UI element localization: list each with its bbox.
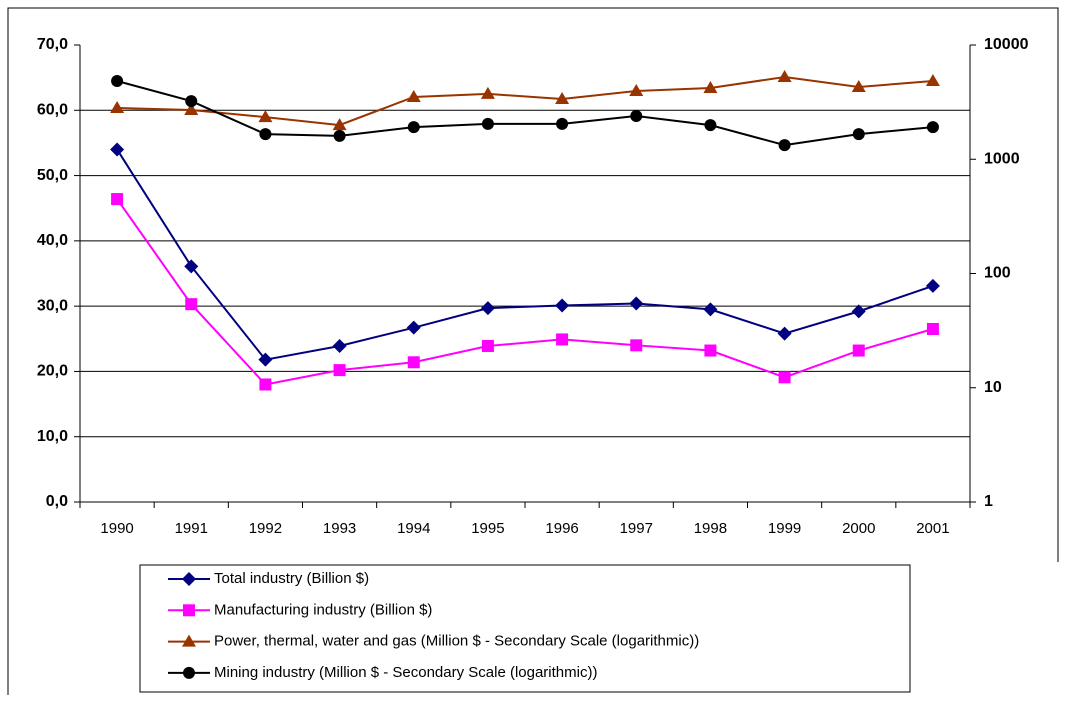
x-tick-label: 2000: [842, 520, 875, 537]
marker: [110, 100, 125, 113]
marker: [925, 74, 940, 87]
marker: [555, 91, 570, 104]
marker: [111, 193, 124, 206]
series-line: [117, 75, 933, 127]
legend-box: [139, 564, 911, 693]
marker: [703, 81, 718, 94]
marker: [480, 301, 495, 316]
marker: [259, 378, 272, 391]
legend-label: Power, thermal, water and gas (Million $…: [214, 633, 699, 650]
chart-border: [7, 7, 1059, 695]
marker: [851, 304, 866, 319]
marker: [258, 352, 273, 367]
x-tick-label: 1993: [323, 520, 356, 537]
marker: [704, 119, 717, 132]
marker: [481, 117, 494, 130]
marker: [333, 129, 346, 142]
marker: [556, 117, 569, 130]
marker: [925, 278, 940, 293]
x-tick-label: 1995: [471, 520, 504, 537]
marker: [629, 296, 644, 311]
series-line: [116, 198, 934, 386]
legend-label: Mining industry (Million $ - Secondary S…: [214, 664, 597, 681]
marker: [110, 142, 125, 157]
legend-label: Total industry (Billion $): [214, 570, 369, 587]
marker: [182, 634, 196, 647]
marker: [407, 121, 420, 134]
y-tick-label: 0,0: [46, 493, 68, 510]
marker: [332, 118, 347, 131]
marker: [407, 356, 420, 369]
y2-tick-label: 100: [984, 265, 1011, 282]
marker: [258, 110, 273, 123]
x-tick-label: 1990: [100, 520, 133, 537]
x-tick-label: 2001: [916, 520, 949, 537]
x-tick-label: 1996: [545, 520, 578, 537]
marker: [926, 322, 939, 335]
marker: [183, 604, 195, 617]
marker: [185, 95, 198, 108]
marker: [480, 86, 495, 99]
x-tick-label: 1998: [694, 520, 727, 537]
marker: [184, 102, 199, 115]
marker: [778, 371, 791, 384]
y-tick-label: 60,0: [37, 102, 68, 119]
y2-tick-label: 1: [984, 493, 993, 510]
marker: [703, 302, 718, 317]
marker: [185, 298, 198, 311]
y2-tick-label: 10000: [984, 36, 1029, 53]
legend-label: Manufacturing industry (Billion $): [214, 601, 432, 618]
y-tick-label: 50,0: [37, 167, 68, 184]
marker: [183, 666, 195, 679]
marker: [182, 572, 196, 586]
marker: [555, 298, 570, 313]
marker: [852, 128, 865, 141]
series-line: [116, 80, 934, 147]
marker: [630, 110, 643, 123]
marker: [778, 139, 791, 152]
marker: [852, 344, 865, 357]
y2-tick-label: 1000: [984, 150, 1020, 167]
marker: [184, 259, 199, 274]
marker: [406, 89, 421, 102]
y-tick-label: 20,0: [37, 363, 68, 380]
y-tick-label: 40,0: [37, 232, 68, 249]
marker: [851, 79, 866, 92]
marker: [556, 333, 569, 346]
x-tick-label: 1999: [768, 520, 801, 537]
marker: [777, 69, 792, 82]
marker: [481, 339, 494, 352]
marker: [332, 338, 347, 353]
x-tick-label: 1992: [249, 520, 282, 537]
marker: [406, 320, 421, 335]
marker: [333, 364, 346, 377]
y-tick-label: 10,0: [37, 428, 68, 445]
x-tick-label: 1997: [620, 520, 653, 537]
marker: [111, 75, 124, 88]
marker: [704, 344, 717, 357]
marker: [259, 128, 272, 141]
series-line: [116, 148, 934, 361]
marker: [926, 121, 939, 134]
marker: [777, 326, 792, 341]
y-tick-label: 30,0: [37, 297, 68, 314]
x-tick-label: 1994: [397, 520, 430, 537]
x-tick-label: 1991: [175, 520, 208, 537]
y-tick-label: 70,0: [37, 36, 68, 53]
marker: [630, 339, 643, 352]
y2-tick-label: 10: [984, 379, 1002, 396]
marker: [629, 83, 644, 96]
